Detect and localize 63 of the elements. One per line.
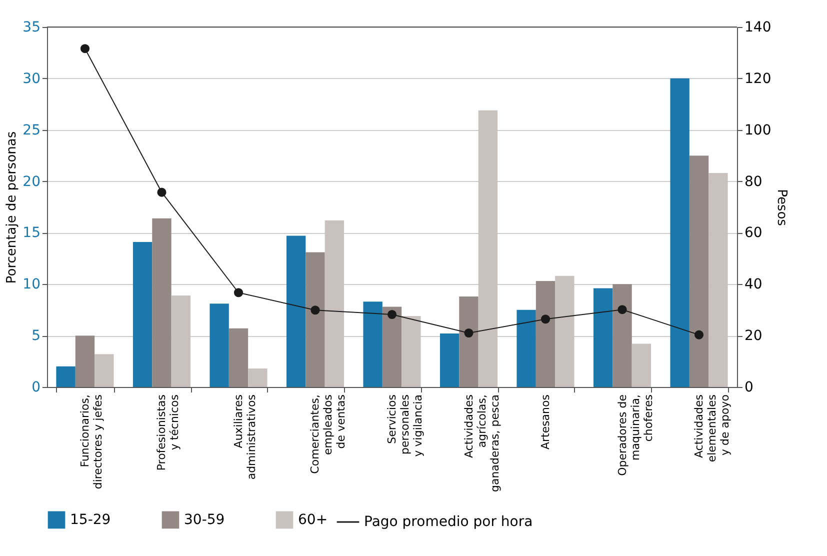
bar [56,366,76,387]
point [387,310,397,320]
bar [555,276,574,387]
bar [228,328,248,387]
y-tick-label: 30 [22,70,40,87]
point [80,44,90,54]
bar [248,368,268,387]
y-tick-label: 10 [22,276,40,293]
bar [612,284,632,387]
bar [536,281,556,387]
y2-tick-label: 40 [744,276,762,293]
y2-tick-label: 80 [744,174,762,190]
bar [440,334,460,387]
bar [459,296,478,387]
legend-label: 15-29 [70,512,111,528]
bar [152,218,172,387]
y2-tick-label: 140 [744,20,772,36]
point [157,188,166,197]
x-tick-label: Artesanos [539,394,552,450]
y2-tick-label: 100 [744,122,772,138]
bar [593,288,613,387]
bar [708,173,728,387]
x-tick-label: Profesionistas y técnicos [155,394,182,471]
legend-label: 60+ [298,512,328,528]
bar [210,304,229,387]
bar [632,344,652,387]
x-tick-label: Funcionarios, directores y jefes [78,394,104,490]
y2-tick-label: 120 [744,70,772,87]
point [464,328,474,338]
bar [286,236,306,387]
bar [402,316,421,387]
point [618,305,627,314]
x-tick-label: Comerciantes, empleados de ventas [308,394,348,474]
bar [75,336,95,387]
bar [324,220,344,387]
legend-label: 30-59 [184,512,225,528]
point [234,288,244,298]
bar [363,302,382,387]
bar [382,306,402,387]
bar [670,78,690,387]
point [540,314,550,324]
bar [516,310,536,387]
y-tick-label: 15 [22,225,40,242]
bar [171,295,191,387]
y-tick-label: 35 [22,20,40,36]
bar [306,252,325,387]
y2-tick-label: 60 [744,225,762,242]
y-tick-label: 5 [32,328,40,344]
bar [94,354,114,387]
bar [132,242,152,387]
x-tick-label: Operadores de maquinaria, choferes [616,394,655,476]
y-tick-label: 25 [22,122,40,138]
y-tick-label: 20 [22,174,40,190]
y2-tick-label: 20 [744,328,762,344]
point [310,306,320,315]
bar [689,156,709,387]
bar [478,110,498,387]
y-axis-title: Porcentaje de personas [4,131,20,284]
legend-label: Pago promedio por hora [364,514,533,530]
point [694,330,704,340]
y-tick-label: 0 [32,380,40,396]
y2-tick-label: 0 [744,380,754,396]
y2-axis-title: Pesos [774,189,790,226]
